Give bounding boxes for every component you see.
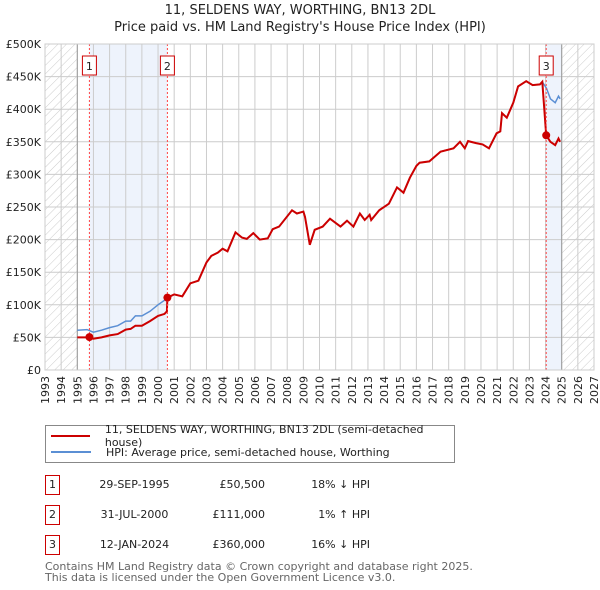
x-tick-label: 2004 <box>217 376 230 404</box>
x-tick-label: 2025 <box>556 376 569 404</box>
x-tick-label: 2019 <box>459 376 472 404</box>
x-tick-label: 2013 <box>362 376 375 404</box>
transaction-row: 1 29-SEP-1995 £50,500 18% ↓ HPI <box>45 475 465 495</box>
x-tick-label: 1993 <box>39 376 52 404</box>
sale-price: £50,500 <box>219 478 266 491</box>
x-tick-label: 2020 <box>475 376 488 404</box>
x-tick-label: 1999 <box>136 376 149 404</box>
y-tick-label: £0 <box>27 364 41 377</box>
x-tick-label: 2005 <box>233 376 246 404</box>
x-tick-label: 2006 <box>249 376 262 404</box>
x-tick-label: 2018 <box>443 376 456 404</box>
y-tick-label: £350K <box>6 136 42 149</box>
x-tick-label: 2002 <box>184 376 197 404</box>
sale-point <box>163 293 172 302</box>
x-tick-label: 2014 <box>378 376 391 404</box>
chart-title: 11, SELDENS WAY, WORTHING, BN13 2DL <box>164 3 436 18</box>
property-price-line <box>77 79 561 340</box>
legend-item-property: 11, SELDENS WAY, WORTHING, BN13 2DL (sem… <box>46 423 454 449</box>
sale-marker-box <box>159 55 175 76</box>
x-tick-label: 2027 <box>588 376 600 404</box>
x-tick-label: 2001 <box>168 376 181 404</box>
sale-date: 31-JUL-2000 <box>100 508 169 521</box>
sale-marker-box <box>81 55 97 76</box>
x-tick-label: 2003 <box>200 376 213 404</box>
x-tick-label: 2026 <box>572 376 585 404</box>
footer-line: This data is licensed under the Open Gov… <box>45 571 396 584</box>
y-tick-label: £150K <box>6 266 42 279</box>
x-tick-label: 2016 <box>410 376 423 404</box>
y-tick-label: £100K <box>6 299 42 312</box>
legend: 11, SELDENS WAY, WORTHING, BN13 2DL (sem… <box>45 423 455 463</box>
sale-marker-badge: 2 <box>45 505 60 525</box>
x-tick-label: 1996 <box>87 376 100 404</box>
y-tick-label: £400K <box>6 103 42 116</box>
y-tick-label: £250K <box>6 201 42 214</box>
x-tick-label: 2024 <box>540 376 553 404</box>
x-tick-label: 1994 <box>55 376 68 404</box>
sale-marker-badge: 1 <box>45 475 60 495</box>
x-tick-label: 1995 <box>71 376 84 404</box>
chart-subtitle: Price paid vs. HM Land Registry's House … <box>114 20 486 35</box>
hpi-comparison: 1% ↑ HPI <box>318 508 370 521</box>
y-tick-label: £500K <box>6 38 42 51</box>
sale-price: £360,000 <box>212 538 266 551</box>
sale-marker-badge: 3 <box>45 535 60 555</box>
x-tick-label: 2010 <box>314 376 327 404</box>
x-tick-label: 2011 <box>330 376 343 404</box>
x-tick-label: 2017 <box>427 376 440 404</box>
footer-line: Contains HM Land Registry data © Crown c… <box>45 560 473 573</box>
sale-point <box>542 131 551 140</box>
sale-marker-label: 3 <box>543 60 550 73</box>
legend-item-hpi: HPI: Average price, semi-detached house,… <box>46 444 390 460</box>
sale-marker-label: 2 <box>164 60 171 73</box>
x-tick-label: 2009 <box>297 376 310 404</box>
price-chart: 1993 1994 1995 1996 1997 1998 1999 2000 2001 2002… <box>6 38 600 404</box>
y-tick-label: £200K <box>6 234 42 247</box>
sale-point <box>85 333 94 342</box>
sale-date: 29-SEP-1995 <box>99 478 170 491</box>
plot-border <box>44 43 595 371</box>
x-tick-label: 2012 <box>346 376 359 404</box>
x-tick-label: 2015 <box>394 376 407 404</box>
x-tick-label: 2008 <box>281 376 294 404</box>
x-tick-label: 2007 <box>265 376 278 404</box>
sale-price: £111,000 <box>212 508 266 521</box>
legend-swatch-blue <box>51 451 91 453</box>
transaction-row: 2 31-JUL-2000 £111,000 1% ↑ HPI <box>45 505 465 525</box>
sale-marker-label: 1 <box>86 60 93 73</box>
sale-marker-box <box>538 55 554 76</box>
sale-date: 12-JAN-2024 <box>99 538 170 551</box>
x-tick-label: 2021 <box>491 376 504 404</box>
x-tick-label: 2022 <box>507 376 520 404</box>
y-tick-label: £50K <box>13 331 42 344</box>
y-tick-label: £450K <box>6 71 42 84</box>
x-tick-label: 2023 <box>523 376 536 404</box>
x-tick-label: 2000 <box>152 376 165 404</box>
hpi-comparison: 16% ↓ HPI <box>311 538 370 551</box>
x-tick-label: 1998 <box>120 376 133 404</box>
transaction-row: 3 12-JAN-2024 £360,000 16% ↓ HPI <box>45 535 465 555</box>
footer: Contains HM Land Registry data © Crown c… <box>45 561 473 583</box>
x-tick-label: 1997 <box>104 376 117 404</box>
hpi-comparison: 18% ↓ HPI <box>311 478 370 491</box>
legend-label: HPI: Average price, semi-detached house,… <box>106 445 390 459</box>
legend-label: 11, SELDENS WAY, WORTHING, BN13 2DL (sem… <box>104 423 424 449</box>
y-tick-label: £300K <box>6 168 42 181</box>
legend-swatch-red <box>51 435 90 437</box>
